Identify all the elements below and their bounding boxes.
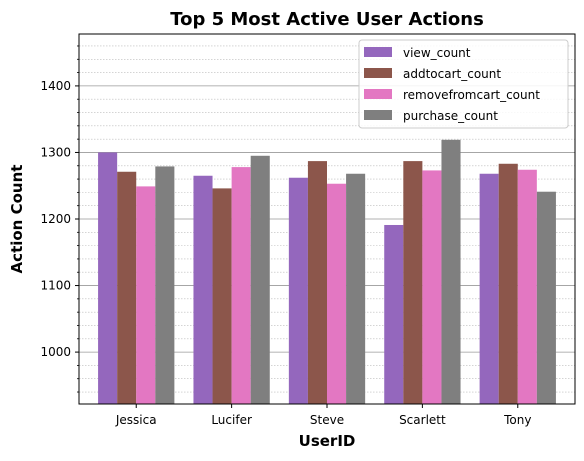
bar-addtocart_count-jessica <box>117 171 137 404</box>
x-tick-label: Lucifer <box>211 413 252 427</box>
legend-label: addtocart_count <box>403 67 501 81</box>
legend-swatch <box>364 68 392 78</box>
bar-addtocart_count-steve <box>307 161 327 404</box>
y-axis: 1000 1100 1200 1300 1400 <box>40 45 79 393</box>
legend-label: view_count <box>403 46 471 60</box>
bar-addtocart_count-scarlett <box>403 161 423 404</box>
bar-purchase_count-scarlett <box>441 139 461 404</box>
chart-title: Top 5 Most Active User Actions <box>170 9 484 30</box>
x-tick-label: Tony <box>503 413 531 427</box>
x-tick-label: Steve <box>310 413 344 427</box>
x-axis-label: UserID <box>299 432 356 450</box>
legend-swatch <box>364 110 392 120</box>
y-tick-label: 1100 <box>40 279 71 293</box>
bar-removefromcart_count-scarlett <box>422 170 442 404</box>
x-tick-label: Scarlett <box>399 413 446 427</box>
legend-swatch <box>364 47 392 57</box>
bar-removefromcart_count-tony <box>517 169 537 404</box>
bars-group <box>98 139 556 404</box>
y-tick-label: 1000 <box>40 345 71 359</box>
bar-purchase_count-lucifer <box>250 155 270 404</box>
legend-box <box>358 39 569 129</box>
bar-view_count-tony <box>479 173 499 404</box>
bar-view_count-scarlett <box>384 224 404 404</box>
bar-purchase_count-tony <box>536 191 556 404</box>
legend-swatch <box>364 89 392 99</box>
bar-removefromcart_count-lucifer <box>231 167 251 404</box>
y-tick-label: 1400 <box>40 79 71 93</box>
bar-purchase_count-steve <box>346 173 366 404</box>
x-axis: Jessica Lucifer Steve Scarlett Tony <box>115 404 531 427</box>
bar-view_count-lucifer <box>193 175 213 404</box>
legend: view_count addtocart_count removefromcart_… <box>358 39 569 129</box>
y-tick-label: 1300 <box>40 145 71 159</box>
bar-purchase_count-jessica <box>155 166 175 404</box>
bar-addtocart_count-tony <box>498 163 518 404</box>
legend-label: purchase_count <box>403 109 498 123</box>
y-axis-label: Action Count <box>8 165 26 274</box>
y-tick-label: 1200 <box>40 212 71 226</box>
bar-view_count-steve <box>288 177 308 404</box>
bar-view_count-jessica <box>98 152 118 404</box>
bar-addtocart_count-lucifer <box>212 188 232 404</box>
x-tick-label: Jessica <box>115 413 157 427</box>
bar-removefromcart_count-jessica <box>136 186 156 404</box>
legend-label: removefromcart_count <box>403 88 540 102</box>
bar-removefromcart_count-steve <box>327 183 347 404</box>
